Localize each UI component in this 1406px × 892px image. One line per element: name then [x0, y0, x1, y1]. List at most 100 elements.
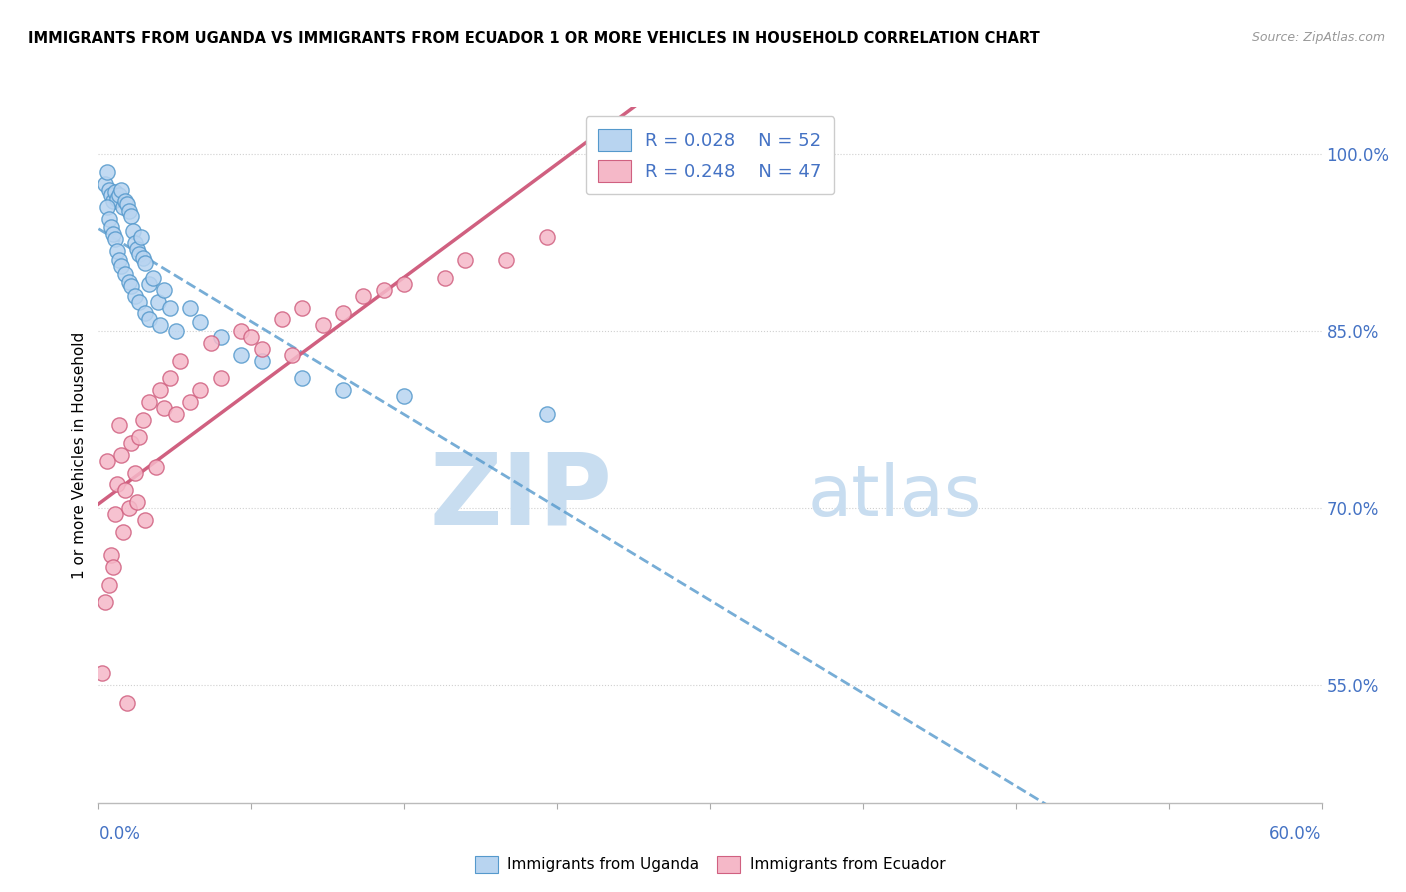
Point — [149, 318, 172, 333]
Point — [250, 353, 273, 368]
Point — [159, 301, 181, 315]
Point — [188, 315, 212, 329]
Legend: Immigrants from Uganda, Immigrants from Ecuador: Immigrants from Uganda, Immigrants from … — [468, 850, 952, 879]
Point — [111, 524, 134, 539]
Point — [108, 188, 131, 202]
Point — [146, 294, 169, 309]
Point — [93, 595, 115, 609]
Point — [433, 271, 456, 285]
Point — [128, 247, 150, 261]
Point — [231, 324, 253, 338]
Point — [392, 389, 416, 403]
Point — [101, 227, 124, 242]
Point — [128, 294, 150, 309]
Point — [110, 259, 132, 273]
Point — [392, 277, 416, 291]
Point — [134, 513, 156, 527]
Point — [142, 271, 165, 285]
Point — [291, 301, 314, 315]
Point — [97, 212, 120, 227]
Point — [118, 275, 141, 289]
Point — [100, 220, 122, 235]
Point — [332, 383, 354, 397]
Y-axis label: 1 or more Vehicles in Household: 1 or more Vehicles in Household — [72, 331, 87, 579]
Point — [536, 407, 558, 421]
Point — [120, 279, 142, 293]
Point — [105, 244, 128, 258]
Point — [152, 283, 174, 297]
Point — [114, 194, 136, 209]
Point — [138, 312, 160, 326]
Text: IMMIGRANTS FROM UGANDA VS IMMIGRANTS FROM ECUADOR 1 OR MORE VEHICLES IN HOUSEHOL: IMMIGRANTS FROM UGANDA VS IMMIGRANTS FRO… — [28, 31, 1040, 46]
Point — [281, 348, 304, 362]
Point — [101, 194, 124, 209]
Point — [145, 459, 167, 474]
Point — [129, 229, 152, 244]
Point — [169, 353, 191, 368]
Point — [93, 177, 115, 191]
Text: Source: ZipAtlas.com: Source: ZipAtlas.com — [1251, 31, 1385, 45]
Point — [127, 242, 149, 256]
Point — [108, 418, 131, 433]
Point — [127, 495, 149, 509]
Text: ZIP: ZIP — [429, 448, 612, 545]
Point — [96, 200, 118, 214]
Point — [96, 165, 118, 179]
Point — [105, 477, 128, 491]
Point — [373, 283, 395, 297]
Point — [104, 232, 127, 246]
Point — [454, 253, 477, 268]
Point — [209, 371, 232, 385]
Point — [110, 448, 132, 462]
Point — [111, 200, 134, 214]
Point — [118, 500, 141, 515]
Point — [100, 188, 122, 202]
Point — [114, 268, 136, 282]
Point — [118, 203, 141, 218]
Point — [134, 256, 156, 270]
Point — [120, 436, 142, 450]
Point — [332, 306, 354, 320]
Point — [128, 430, 150, 444]
Point — [152, 401, 174, 415]
Point — [115, 696, 138, 710]
Point — [165, 407, 187, 421]
Point — [291, 371, 314, 385]
Point — [159, 371, 181, 385]
Point — [104, 185, 127, 199]
Point — [312, 318, 335, 333]
Point — [124, 289, 146, 303]
Point — [124, 235, 146, 250]
Point — [132, 412, 155, 426]
Point — [138, 277, 160, 291]
Point — [101, 560, 124, 574]
Point — [270, 312, 294, 326]
Point — [209, 330, 232, 344]
Point — [108, 253, 131, 268]
Point — [231, 348, 253, 362]
Point — [179, 301, 201, 315]
Text: 0.0%: 0.0% — [98, 825, 141, 843]
Text: atlas: atlas — [808, 462, 983, 531]
Point — [165, 324, 187, 338]
Point — [100, 548, 122, 562]
Point — [138, 395, 160, 409]
Point — [179, 395, 201, 409]
Point — [105, 192, 128, 206]
Point — [132, 251, 155, 265]
Point — [352, 289, 374, 303]
Point — [124, 466, 146, 480]
Point — [115, 196, 138, 211]
Point — [250, 342, 273, 356]
Point — [200, 335, 222, 350]
Point — [134, 306, 156, 320]
Point — [122, 224, 145, 238]
Point — [97, 183, 120, 197]
Point — [120, 209, 142, 223]
Point — [96, 454, 118, 468]
Point — [91, 666, 114, 681]
Point — [495, 253, 517, 268]
Point — [536, 229, 558, 244]
Text: 60.0%: 60.0% — [1270, 825, 1322, 843]
Point — [188, 383, 212, 397]
